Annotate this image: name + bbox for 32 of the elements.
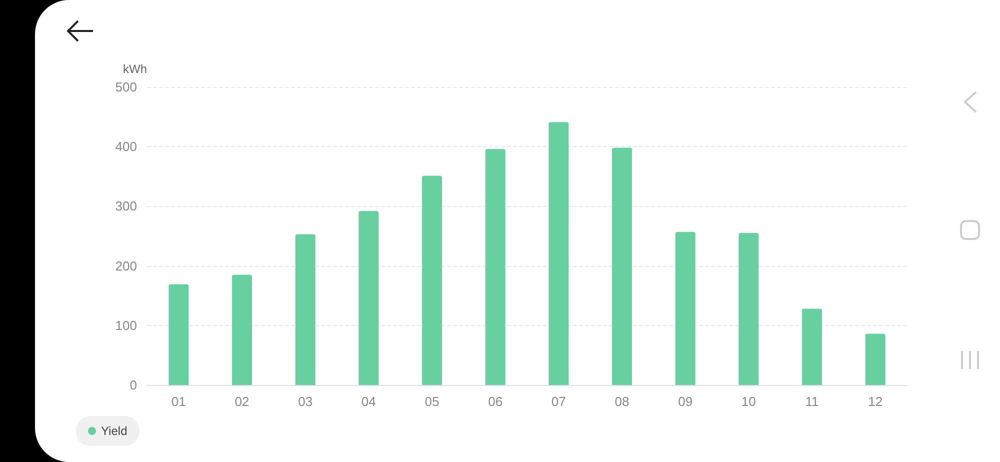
bar [232,274,252,385]
bar [675,232,696,385]
x-tick-label: 09 [678,394,693,409]
x-tick-label: 07 [551,394,566,409]
x-tick-label: 10 [741,394,756,409]
x-tick-label: 06 [488,394,503,409]
y-tick-label: 0 [130,378,137,392]
y-tick-label: 100 [115,318,137,333]
y-tick-label: 300 [115,198,137,214]
bar [738,233,759,385]
x-tick-label: 12 [868,394,883,409]
x-tick-label: 03 [298,394,313,409]
x-tick-label: 01 [171,394,186,409]
bar [422,176,442,385]
bar [865,334,886,385]
y-axis-title: kWh [123,62,147,76]
bar [358,210,379,385]
x-tick-label: 02 [234,394,250,409]
bar [548,122,569,385]
bar [612,148,632,385]
bar [168,284,189,385]
x-tick-label: 11 [805,394,819,409]
x-tick-label: 05 [424,394,440,409]
bar [295,234,316,385]
y-tick-label: 500 [115,80,137,94]
y-tick-label: 400 [115,139,137,154]
y-tick-label: 200 [115,258,137,274]
bar [485,148,506,385]
bar [802,308,822,385]
legend-label: Yield [101,424,128,438]
x-tick-label: 08 [614,394,630,409]
x-tick-label: 04 [361,394,376,409]
